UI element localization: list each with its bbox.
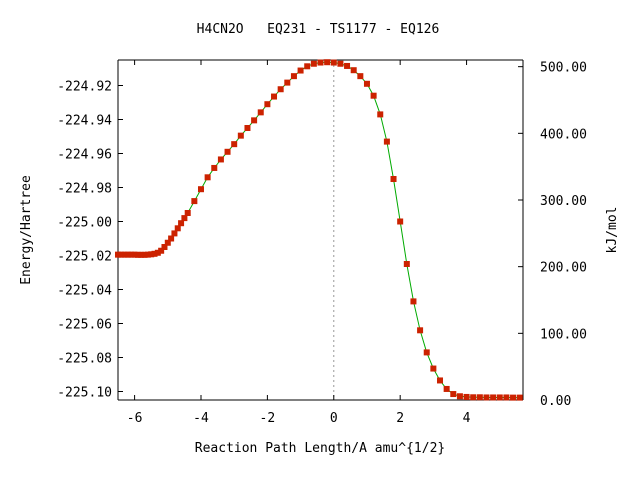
data-point [344,62,351,69]
data-point [463,393,470,400]
data-point [115,251,121,258]
y-tick-label: -225.10 [57,386,112,401]
data-point [161,244,168,250]
data-point [383,138,390,145]
data-point [423,349,430,356]
data-point [277,86,284,93]
data-point [264,101,271,108]
y-tick-label: -225.08 [57,352,112,367]
data-point [134,251,141,258]
data-point [324,59,331,66]
x-tick-label: 0 [330,411,338,426]
y-tick-label: -225.04 [57,284,112,299]
data-point [131,251,138,258]
data-point [217,156,224,163]
data-point [403,261,410,267]
data-point [483,394,490,401]
data-point [141,251,148,258]
data-point [144,251,151,258]
data-point [251,117,258,124]
y-tick-label: -225.02 [57,250,112,265]
y-tick-label: -224.92 [57,80,112,95]
data-point [516,394,523,401]
y2-tick-label: 100.00 [540,327,587,342]
data-point [357,73,364,80]
data-point [244,125,251,131]
data-point [290,73,297,80]
data-point [174,225,181,232]
data-point [370,92,377,99]
data-point [437,377,444,384]
x-tick-label: -4 [193,411,209,426]
x-tick-label: -2 [260,411,276,426]
data-point [211,164,218,171]
data-point [257,109,264,116]
data-point [350,67,357,74]
y2-tick-label: 400.00 [540,127,587,142]
data-point [337,60,344,67]
y-tick-label: -225.06 [57,318,112,333]
data-point [410,298,417,305]
data-point [390,176,397,182]
data-point [377,111,384,118]
data-point [443,385,450,392]
x-tick-label: -6 [127,411,143,426]
data-point [297,67,304,74]
data-point [503,394,510,401]
data-point [164,239,171,246]
y-tick-label: -225.00 [57,216,112,231]
y2-tick-label: 300.00 [540,194,587,209]
y-axis-label: Energy/Hartree [19,175,34,285]
data-point [138,251,145,258]
data-point [191,198,198,205]
data-point [148,251,155,258]
x-tick-label: 2 [396,411,404,426]
data-point [184,210,191,216]
y-tick-label: -224.98 [57,182,112,197]
data-point [181,215,188,222]
data-point [124,251,131,258]
data-point [224,148,231,155]
data-point [154,249,161,256]
data-point [363,80,370,87]
data-point [171,230,178,237]
data-point [284,79,291,86]
data-point [397,218,404,225]
data-point [430,365,437,372]
data-point [168,235,175,242]
data-point [231,141,238,148]
data-point [417,327,424,334]
y2-tick-label: 200.00 [540,261,587,276]
data-point [178,220,185,227]
x-axis-label: Reaction Path Length/A amu^{1/2} [195,441,445,456]
y2-tick-label: 500.00 [540,61,587,76]
y2-axis-label: kJ/mol [605,207,620,254]
data-point [310,60,317,67]
data-point [237,132,244,139]
data-point [510,394,517,401]
chart-title: H4CN2O EQ231 - TS1177 - EQ126 [197,22,440,37]
data-point [456,393,463,400]
data-point [204,174,211,181]
data-point [128,251,135,258]
y2-tick-label: 0.00 [540,394,571,409]
data-point [304,63,311,70]
y-tick-label: -224.96 [57,148,112,163]
data-point [197,186,204,193]
data-point [121,251,128,258]
data-point [470,394,477,401]
data-point [158,247,165,254]
data-point [330,59,337,66]
y-tick-label: -224.94 [57,114,112,129]
data-point [490,394,497,401]
data-point [271,93,278,100]
data-point [450,391,457,398]
data-point [118,251,125,258]
data-point [496,394,503,401]
data-point [476,394,483,401]
data-point [151,250,158,257]
data-point [317,59,324,66]
x-tick-label: 4 [463,411,471,426]
